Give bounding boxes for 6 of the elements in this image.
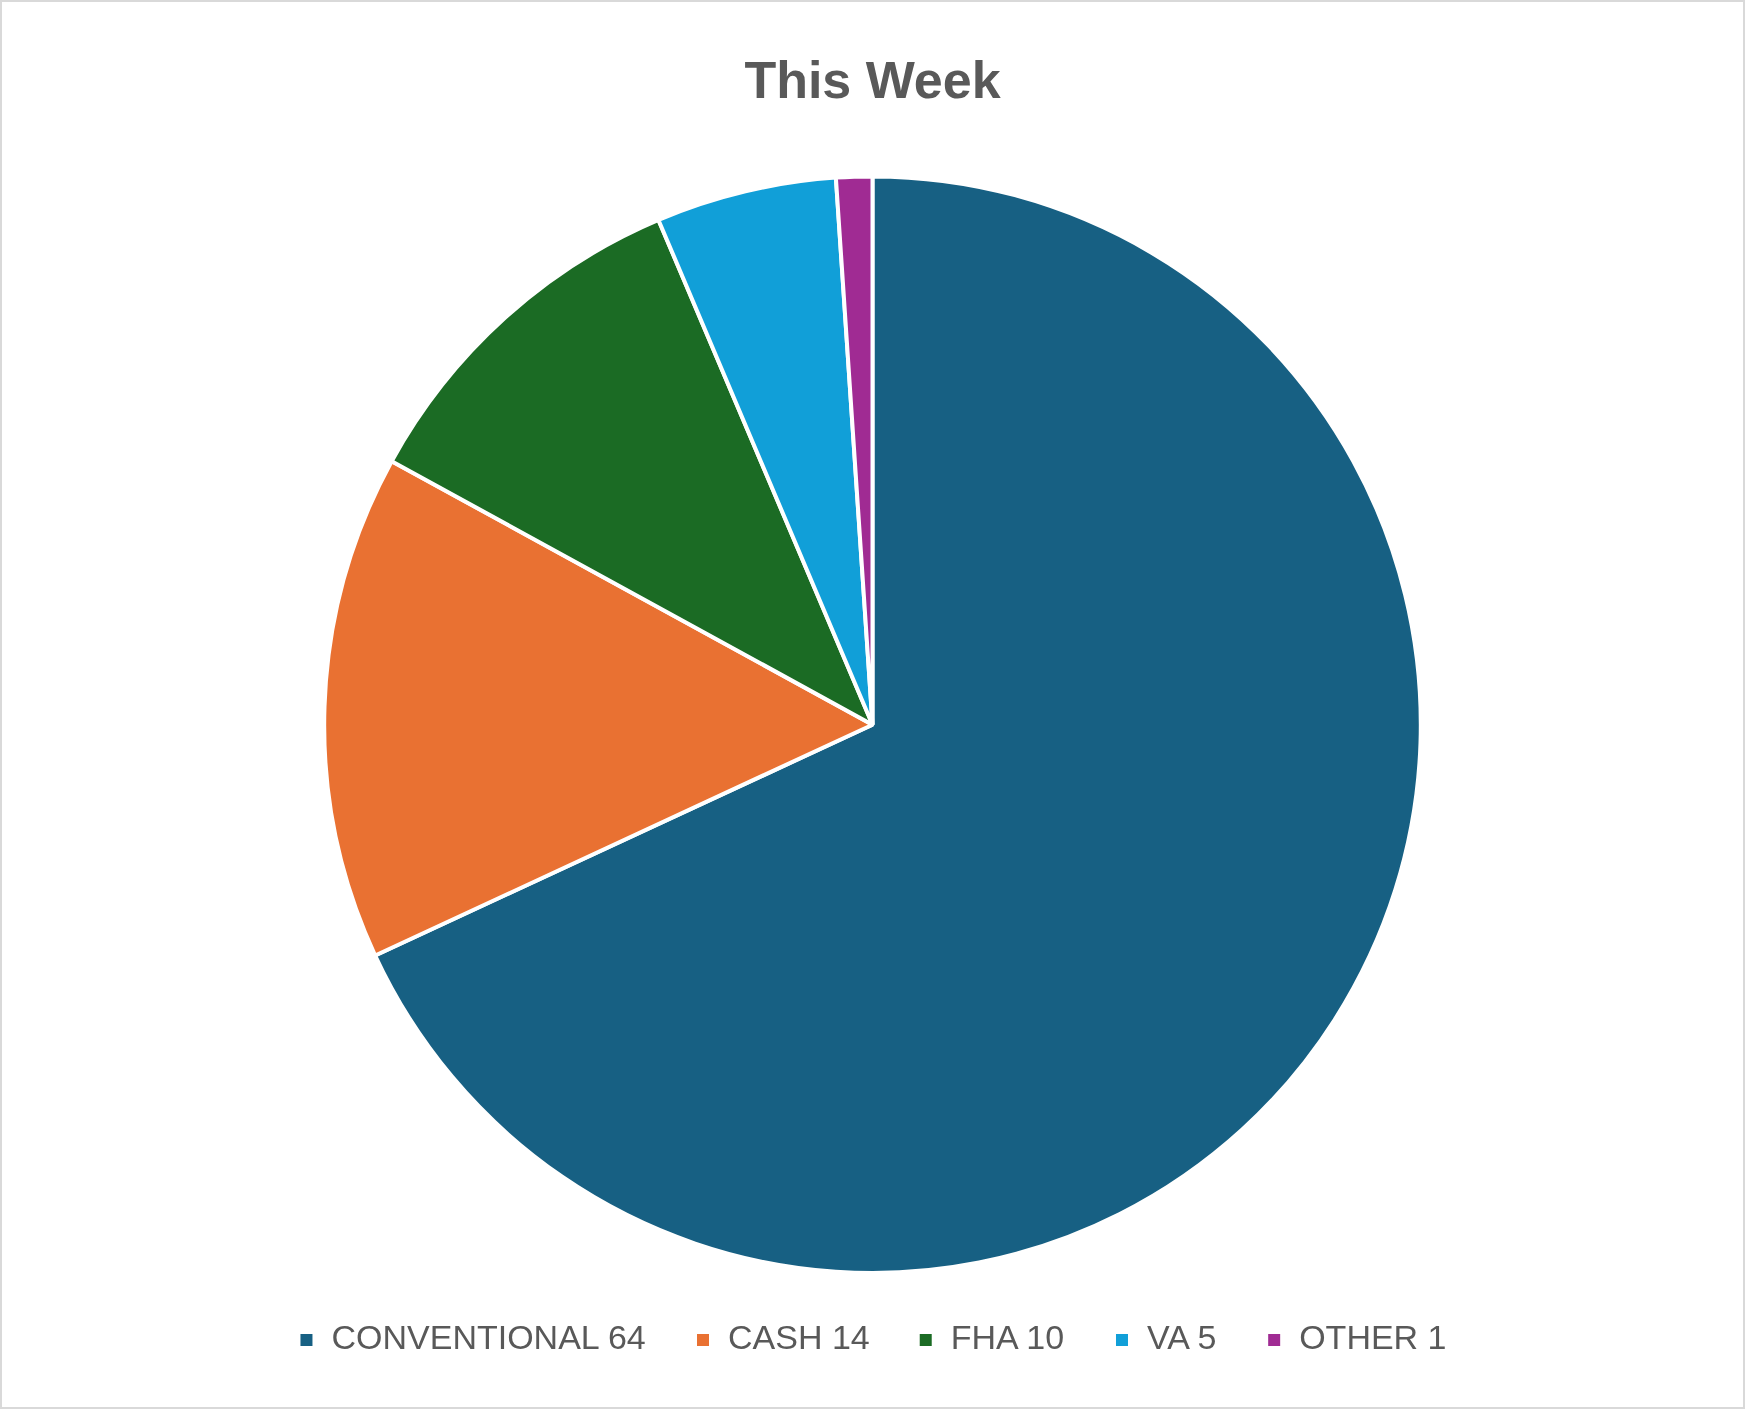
chart-title: This Week bbox=[744, 50, 1001, 109]
legend-label: OTHER 1 bbox=[1299, 1318, 1447, 1357]
legend-label: VA 5 bbox=[1146, 1318, 1217, 1357]
legend-label: FHA 10 bbox=[950, 1318, 1065, 1357]
legend-label: CONVENTIONAL 64 bbox=[331, 1318, 646, 1357]
legend-label: CASH 14 bbox=[728, 1318, 870, 1357]
